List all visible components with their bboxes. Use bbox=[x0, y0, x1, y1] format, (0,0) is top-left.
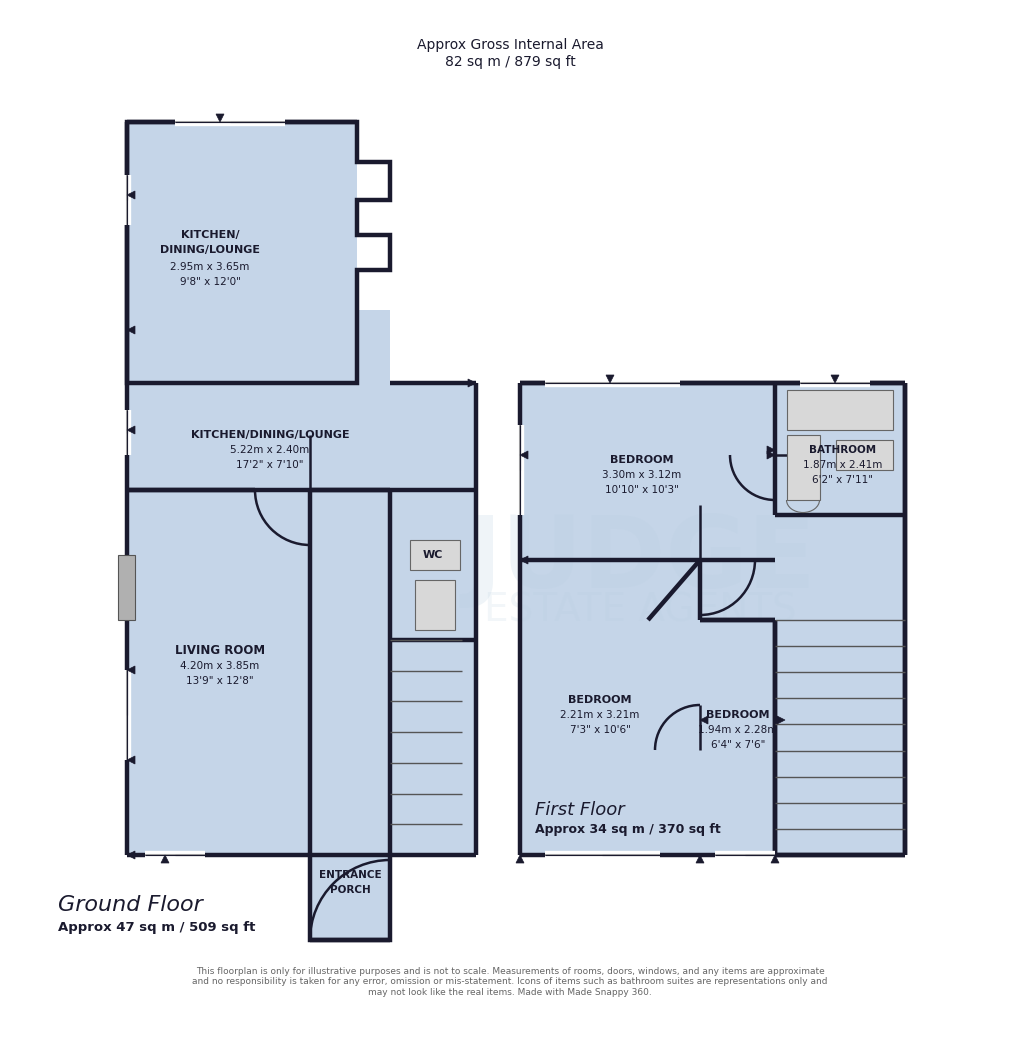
Polygon shape bbox=[766, 446, 774, 454]
Text: 82 sq m / 879 sq ft: 82 sq m / 879 sq ft bbox=[444, 54, 575, 69]
Polygon shape bbox=[520, 383, 904, 855]
Text: 6'4" x 7'6": 6'4" x 7'6" bbox=[710, 740, 764, 750]
Text: 5.22m x 2.40m: 5.22m x 2.40m bbox=[230, 445, 310, 455]
Polygon shape bbox=[127, 665, 135, 674]
Polygon shape bbox=[410, 540, 460, 570]
Polygon shape bbox=[127, 326, 135, 334]
Polygon shape bbox=[415, 580, 454, 630]
Text: 17'2" x 7'10": 17'2" x 7'10" bbox=[236, 460, 304, 470]
Text: 7'3" x 10'6": 7'3" x 10'6" bbox=[569, 725, 630, 735]
Text: 10'10" x 10'3": 10'10" x 10'3" bbox=[604, 485, 679, 495]
Text: LIVING ROOM: LIVING ROOM bbox=[175, 643, 265, 656]
Polygon shape bbox=[310, 855, 389, 940]
Polygon shape bbox=[770, 855, 779, 863]
Polygon shape bbox=[468, 379, 476, 387]
Polygon shape bbox=[830, 375, 839, 383]
Polygon shape bbox=[118, 555, 135, 620]
Polygon shape bbox=[836, 440, 892, 470]
Text: KITCHEN/: KITCHEN/ bbox=[180, 230, 239, 240]
Polygon shape bbox=[127, 425, 135, 434]
Text: 6'2" x 7'11": 6'2" x 7'11" bbox=[812, 475, 872, 485]
Polygon shape bbox=[357, 235, 389, 270]
Text: 4.20m x 3.85m: 4.20m x 3.85m bbox=[180, 661, 260, 671]
Polygon shape bbox=[520, 556, 528, 564]
Polygon shape bbox=[216, 114, 224, 122]
Polygon shape bbox=[787, 435, 819, 500]
Polygon shape bbox=[357, 162, 389, 200]
Text: Approx 47 sq m / 509 sq ft: Approx 47 sq m / 509 sq ft bbox=[58, 921, 255, 935]
Text: 2.95m x 3.65m: 2.95m x 3.65m bbox=[170, 262, 250, 272]
Text: JUDGE: JUDGE bbox=[464, 511, 815, 609]
Text: 9'8" x 12'0": 9'8" x 12'0" bbox=[179, 277, 240, 287]
Text: Ground Floor: Ground Floor bbox=[58, 895, 203, 915]
Text: 13'9" x 12'8": 13'9" x 12'8" bbox=[186, 676, 254, 686]
Text: BATHROOM: BATHROOM bbox=[809, 445, 875, 455]
Polygon shape bbox=[520, 451, 528, 459]
Polygon shape bbox=[127, 756, 135, 764]
Polygon shape bbox=[776, 716, 785, 724]
Polygon shape bbox=[787, 390, 892, 430]
Polygon shape bbox=[516, 855, 524, 863]
Text: BEDROOM: BEDROOM bbox=[705, 709, 769, 720]
Polygon shape bbox=[695, 855, 703, 863]
Text: KITCHEN/DINING/LOUNGE: KITCHEN/DINING/LOUNGE bbox=[191, 430, 348, 440]
Text: 3.30m x 3.12m: 3.30m x 3.12m bbox=[602, 470, 681, 480]
Polygon shape bbox=[127, 122, 476, 940]
Polygon shape bbox=[699, 716, 707, 724]
Polygon shape bbox=[127, 851, 135, 859]
Text: 1.87m x 2.41m: 1.87m x 2.41m bbox=[803, 460, 881, 470]
Polygon shape bbox=[161, 855, 169, 863]
Text: BEDROOM: BEDROOM bbox=[568, 695, 631, 705]
Text: WC: WC bbox=[423, 550, 442, 560]
Text: First Floor: First Floor bbox=[535, 801, 624, 818]
Text: PORCH: PORCH bbox=[329, 885, 370, 895]
Polygon shape bbox=[127, 122, 389, 383]
Text: Approx 34 sq m / 370 sq ft: Approx 34 sq m / 370 sq ft bbox=[535, 824, 720, 836]
Text: ENTRANCE: ENTRANCE bbox=[318, 870, 381, 880]
Text: BEDROOM: BEDROOM bbox=[609, 455, 674, 465]
Text: DINING/LOUNGE: DINING/LOUNGE bbox=[160, 245, 260, 255]
Polygon shape bbox=[127, 191, 135, 199]
Text: Approx Gross Internal Area: Approx Gross Internal Area bbox=[416, 38, 603, 52]
Polygon shape bbox=[766, 451, 774, 459]
Text: This floorplan is only for illustrative purposes and is not to scale. Measuremen: This floorplan is only for illustrative … bbox=[192, 967, 827, 997]
Text: 2.21m x 3.21m: 2.21m x 3.21m bbox=[559, 709, 639, 720]
Polygon shape bbox=[605, 375, 613, 383]
Text: 1.94m x 2.28m: 1.94m x 2.28m bbox=[698, 725, 776, 735]
Text: ESTATE AGENTS: ESTATE AGENTS bbox=[483, 591, 796, 629]
